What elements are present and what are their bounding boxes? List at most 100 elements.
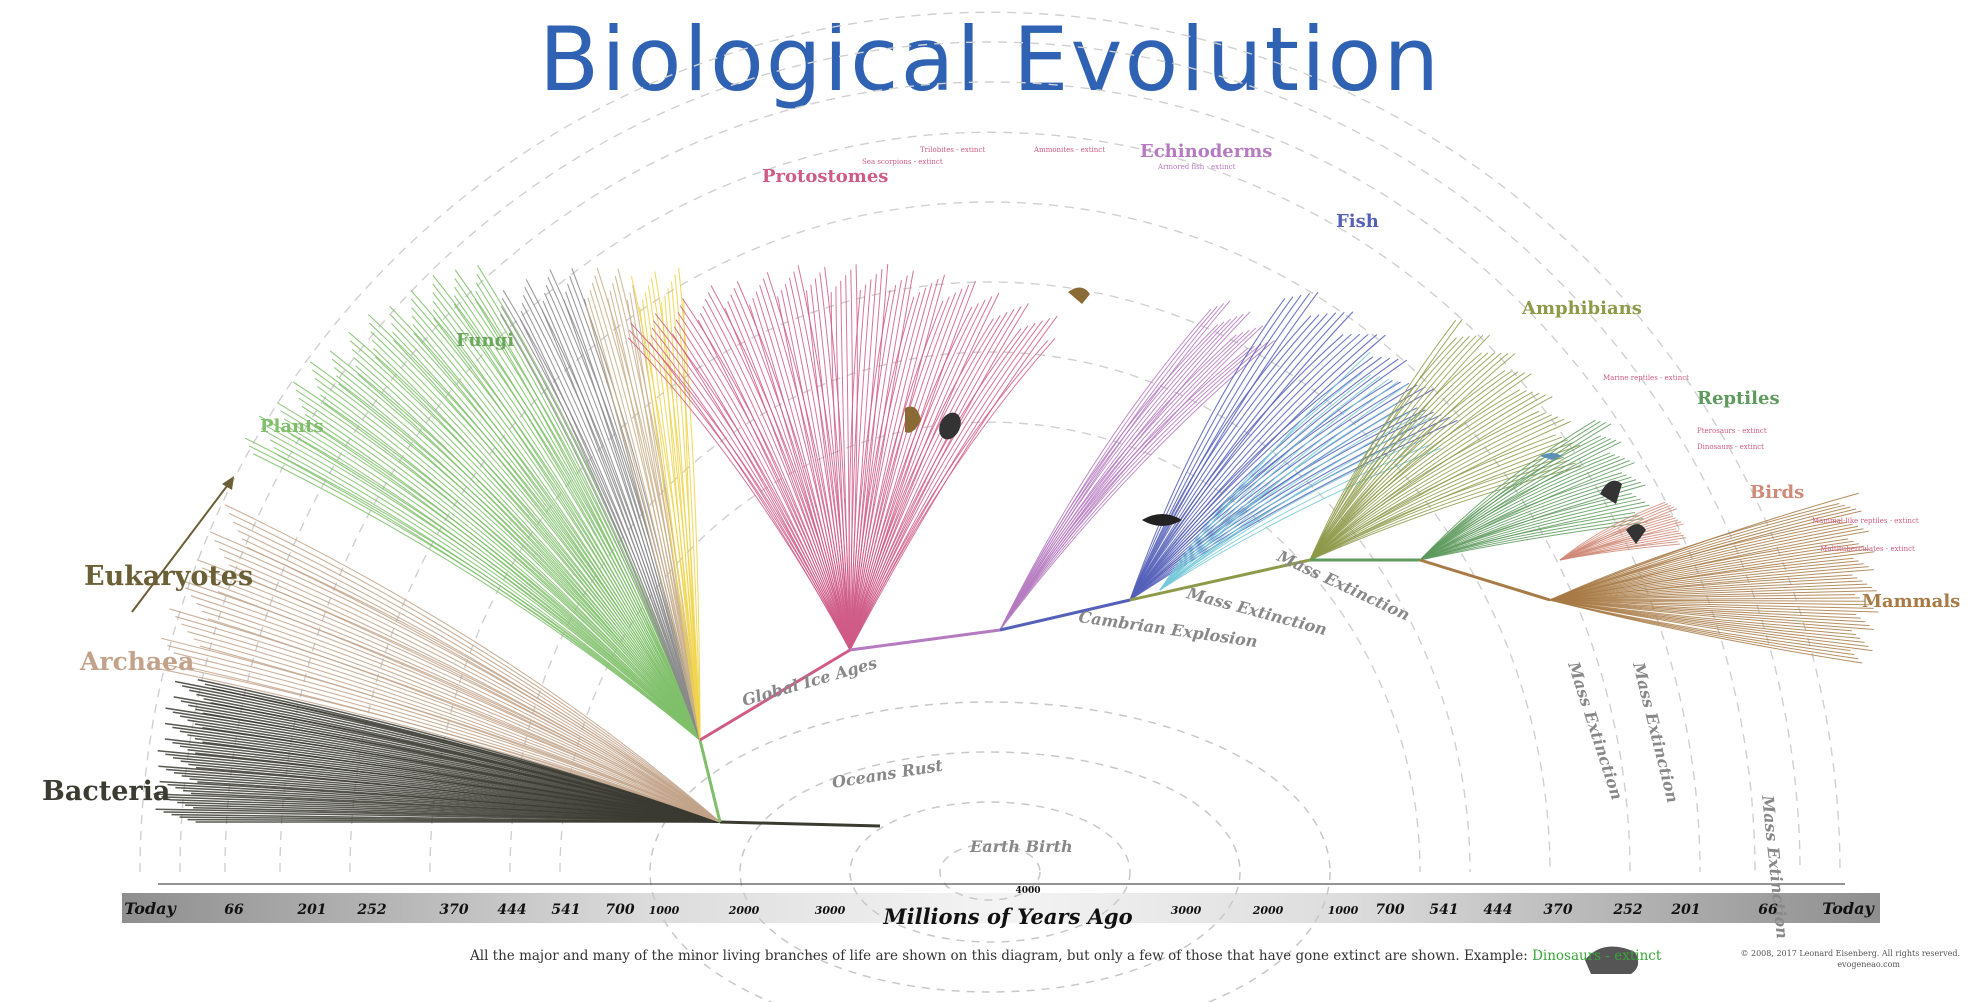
- tree-branch: [1129, 333, 1369, 601]
- tree-branch: [373, 348, 701, 741]
- group-label-fish: Fish: [1336, 211, 1379, 232]
- axis-tick-right: 370: [1543, 902, 1572, 918]
- tree-trunk: [698, 739, 722, 823]
- tree-branch: [432, 309, 701, 741]
- tree-branch: [196, 603, 721, 823]
- tree-branch: [317, 386, 701, 741]
- tree-branch: [999, 325, 1263, 631]
- group-label-birds: Birds: [1750, 482, 1804, 503]
- tree-branch: [1549, 560, 1859, 601]
- tree-branch: [224, 504, 721, 823]
- tree-branch: [290, 433, 701, 741]
- tree-branch: [1549, 566, 1869, 601]
- tree-branch: [1159, 406, 1405, 591]
- tree-branch: [1419, 511, 1636, 561]
- tree-branch: [357, 373, 701, 741]
- tree-branch: [1419, 454, 1616, 561]
- tree-branch: [1559, 503, 1669, 561]
- tree-branch: [190, 595, 721, 823]
- event-oceans-rust: Oceans Rust: [831, 756, 945, 792]
- axis-tick-right: 2000: [1252, 904, 1284, 917]
- tree-branch: [1129, 311, 1345, 601]
- tree-branch: [609, 290, 701, 741]
- tree-branch: [520, 310, 701, 741]
- arrowhead-icon: [222, 476, 234, 490]
- era-ring: [739, 751, 1241, 993]
- tree-branch: [672, 333, 851, 651]
- tree-branch: [848, 289, 862, 651]
- tree-branch: [1309, 456, 1565, 561]
- tree-branch: [1419, 472, 1623, 561]
- tree-branch: [241, 538, 721, 823]
- axis-tick-left: Today: [124, 899, 177, 918]
- tree-branch: [1159, 403, 1397, 591]
- tree-branch: [999, 324, 1219, 631]
- tree-branch: [1309, 373, 1532, 561]
- tree-branch: [180, 659, 721, 823]
- tree-branch: [849, 284, 867, 651]
- tree-branch: [186, 666, 721, 823]
- group-label-eukaryotes: Eukaryotes: [84, 561, 253, 592]
- tree-branch: [673, 326, 851, 651]
- tree-branch: [647, 285, 701, 741]
- tree-branch: [228, 564, 721, 823]
- caption-text: All the major and many of the minor livi…: [470, 948, 1533, 964]
- caption-highlight: Dinosaurs - extinct: [1532, 948, 1662, 964]
- tree-branch: [1309, 465, 1582, 561]
- tree-branch: [587, 297, 701, 741]
- group-label-archaea: Archaea: [79, 647, 194, 676]
- note-ammonites: Ammonites - extinct: [1033, 146, 1105, 154]
- tree-branch: [1309, 414, 1552, 561]
- tree-branch: [1419, 436, 1607, 561]
- tree-branch: [1559, 517, 1676, 561]
- axis-tick-left: 541: [551, 902, 580, 918]
- tree-branch: [1159, 378, 1390, 591]
- tree-branch: [1549, 599, 1874, 630]
- tree-branch: [286, 426, 701, 741]
- tree-branch: [849, 296, 950, 651]
- tree-branch: [545, 284, 701, 741]
- tree-branch: [1419, 452, 1611, 561]
- tree-branch: [223, 556, 721, 823]
- tree-branch: [319, 394, 701, 741]
- tree-branch: [199, 645, 721, 823]
- tree-branch: [1129, 333, 1361, 601]
- note-pterosaurs: Pterosaurs - extinct: [1697, 427, 1767, 435]
- tree-branch: [607, 298, 701, 741]
- tree-branch: [475, 282, 701, 741]
- tree-branch: [1549, 525, 1859, 601]
- copyright-line-2: evogeneao.com: [1837, 960, 1900, 969]
- tree-branch: [849, 303, 979, 651]
- tree-branch: [1419, 435, 1601, 561]
- era-arc: [224, 81, 1756, 873]
- tree-branch: [273, 446, 701, 741]
- axis-tick-left: 700: [605, 902, 634, 918]
- tree-branch: [675, 319, 851, 651]
- tree-branch: [413, 332, 701, 741]
- tree-branch: [212, 583, 721, 823]
- tree-branch: [1159, 417, 1431, 591]
- tree-branch: [1129, 313, 1328, 601]
- tree-branch: [1309, 434, 1556, 561]
- note-multituberculates: Multituberculates - extinct: [1820, 545, 1915, 553]
- tree-branch: [544, 292, 701, 741]
- axis-tick-right: Today: [1822, 899, 1875, 918]
- tree-branch: [1309, 439, 1569, 561]
- tree-branch: [1129, 411, 1434, 601]
- tree-branch: [1559, 543, 1681, 561]
- axis-center-value: 4000: [1015, 886, 1040, 896]
- axis-tick-left: 1000: [649, 904, 680, 917]
- tree-branch: [522, 294, 701, 741]
- axis-tick-left: 444: [497, 902, 526, 918]
- tree-branch: [1309, 436, 1562, 561]
- tree-branch: [1309, 459, 1570, 561]
- tree-branch: [999, 318, 1231, 631]
- tree-branch: [202, 610, 721, 823]
- tree-branch: [1309, 370, 1512, 561]
- tree-branch: [1309, 390, 1527, 561]
- tree-branch: [1549, 519, 1842, 601]
- tree-branch: [697, 319, 851, 651]
- branch-fan: [147, 263, 1879, 828]
- era-arc: [349, 201, 1631, 873]
